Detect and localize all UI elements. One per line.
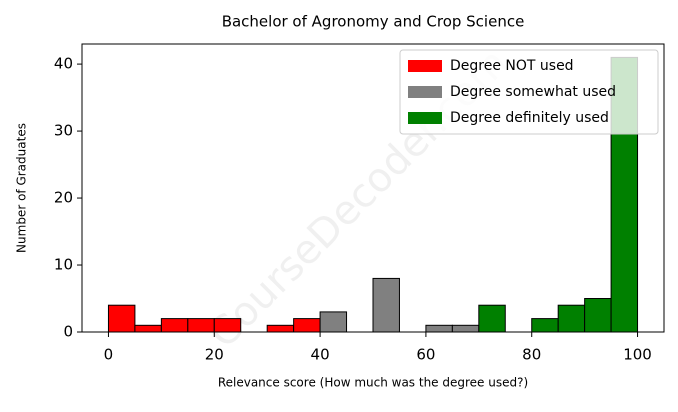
x-tick-label: 40 — [311, 346, 330, 364]
bar — [557, 304, 586, 333]
x-tick-label: 60 — [416, 346, 435, 364]
bar — [107, 304, 136, 333]
x-tick-label: 80 — [522, 346, 541, 364]
bar — [266, 324, 295, 333]
bar — [531, 318, 559, 333]
plot-frame — [81, 43, 665, 333]
bar — [160, 318, 189, 333]
y-tick-label: 20 — [54, 189, 73, 207]
bar — [425, 324, 453, 333]
bar — [478, 304, 506, 333]
bar — [213, 318, 242, 333]
bar — [584, 298, 612, 333]
legend-swatch — [408, 112, 442, 124]
legend-swatch — [408, 60, 442, 72]
y-tick-label: 30 — [54, 122, 73, 140]
chart-title: Bachelor of Agronomy and Crop Science — [222, 13, 525, 31]
y-axis-label: Number of Graduates — [15, 123, 29, 253]
x-tick-label: 0 — [104, 346, 114, 364]
bar — [372, 277, 400, 333]
bar — [134, 324, 162, 333]
bar — [451, 324, 480, 333]
legend-label: Degree NOT used — [450, 58, 574, 74]
legend-label: Degree somewhat used — [450, 84, 616, 100]
y-tick-label: 40 — [54, 55, 73, 73]
bar — [319, 311, 348, 333]
legend-label: Degree definitely used — [450, 110, 609, 126]
y-tick-label: 10 — [54, 256, 73, 274]
legend-frame — [399, 49, 659, 135]
y-tick-label: 0 — [63, 323, 73, 341]
x-axis-label: Relevance score (How much was the degree… — [218, 376, 528, 390]
bar — [293, 318, 321, 333]
bar — [187, 318, 215, 333]
x-tick-label: 100 — [623, 346, 652, 364]
x-tick-label: 20 — [205, 346, 224, 364]
legend-swatch — [408, 86, 442, 98]
